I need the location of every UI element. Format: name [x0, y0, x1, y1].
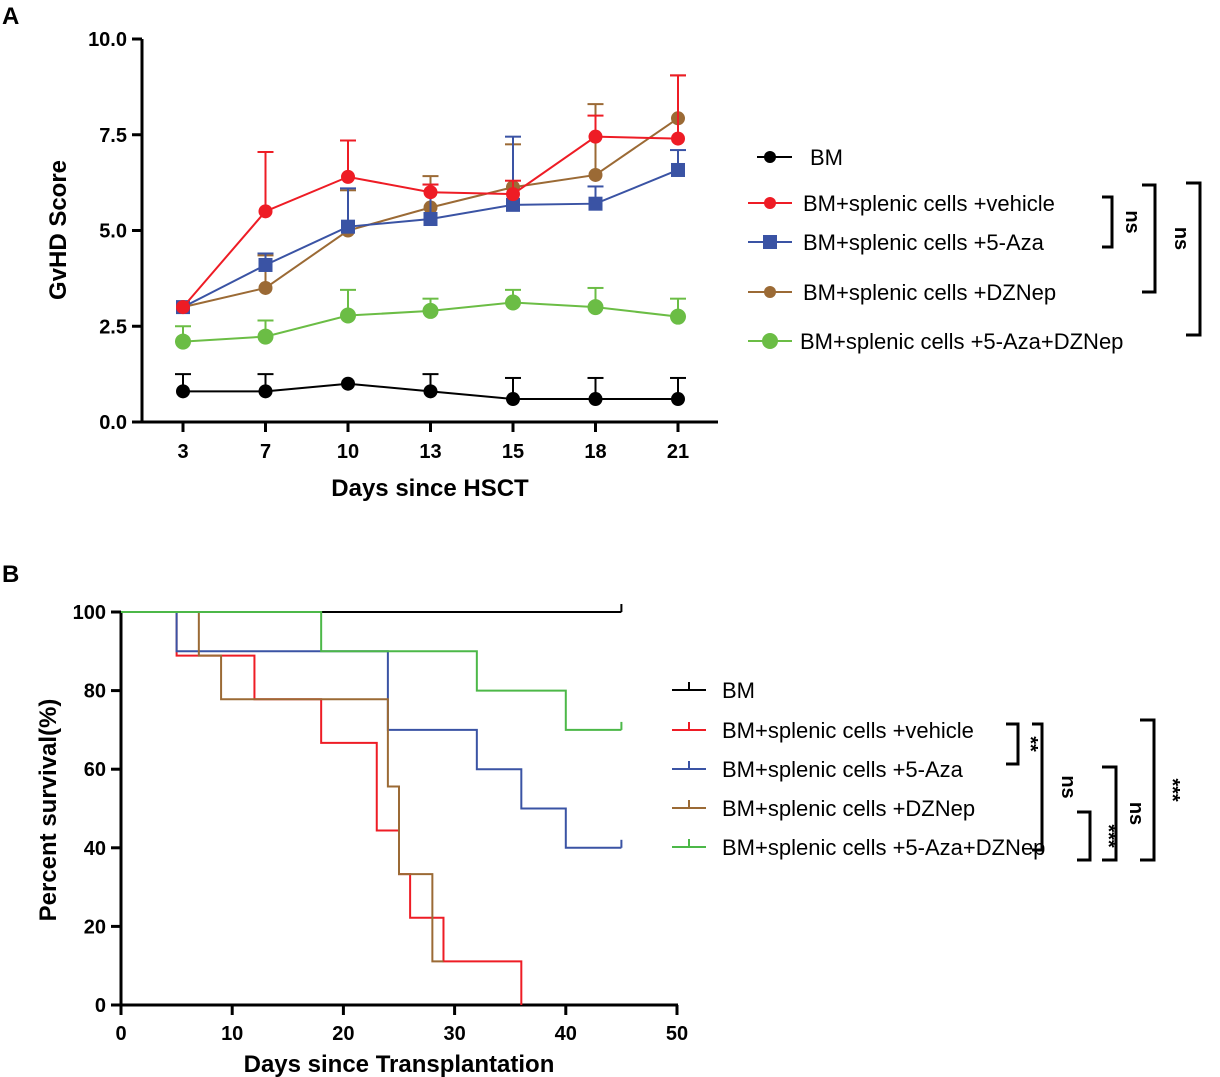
data-point [340, 307, 356, 324]
y-axis-label: GvHD Score [45, 160, 72, 300]
significance-bracket [1032, 722, 1044, 852]
significance-bracket [1077, 810, 1092, 862]
data-point [671, 392, 685, 407]
significance-label: ns [1121, 210, 1143, 233]
x-tick-label: 40 [555, 1023, 577, 1045]
y-tick-label: 0 [95, 995, 106, 1017]
data-point [506, 392, 520, 407]
data-point [506, 197, 520, 212]
x-tick-label: 13 [419, 441, 441, 463]
survival-curve [121, 611, 523, 1005]
data-point [588, 129, 603, 144]
significance-bracket [1006, 722, 1020, 766]
y-tick-label: 5.0 [99, 221, 127, 243]
legend-marker [764, 197, 776, 209]
legend-label: BM [810, 145, 843, 170]
significance-label: *** [1097, 824, 1119, 848]
y-tick-label: 2.5 [99, 316, 127, 338]
significance-label: ** [1019, 736, 1041, 752]
data-point [587, 299, 604, 316]
y-tick-label: 60 [84, 759, 106, 781]
data-point [176, 300, 190, 315]
legend-label: BM+splenic cells +5-Aza [722, 757, 964, 782]
data-point [423, 384, 438, 399]
panel-label-a: A [2, 3, 19, 30]
data-point [175, 333, 191, 350]
y-tick-label: 10.0 [88, 29, 127, 51]
significance-bracket [1102, 195, 1114, 249]
significance-bracket [1140, 718, 1156, 862]
x-tick-label: 18 [584, 441, 606, 463]
gvhd-score-chart: 0.0 2.5 5.0 7.5 10.0 3 7 10 13 15 18 21 Days since H… [45, 29, 1220, 502]
x-axis-label: Days since HSCT [331, 475, 529, 502]
legend-marker [762, 333, 778, 349]
survival-curve [121, 611, 622, 849]
data-point [258, 384, 273, 399]
data-point [588, 167, 603, 182]
x-tick-label: 7 [260, 441, 271, 463]
legend-label: BM+splenic cells +DZNep [722, 796, 975, 821]
x-tick-label: 30 [443, 1023, 465, 1045]
legend-label: BM+splenic cells +vehicle [803, 191, 1055, 216]
x-tick-label: 0 [115, 1023, 126, 1045]
legend-label: BM+splenic cells +5-Aza+DZNep [800, 329, 1123, 354]
significance-label: ns [1170, 227, 1192, 250]
survival-curve [121, 611, 444, 963]
significance-bracket [1186, 181, 1202, 337]
data-point [422, 302, 439, 319]
survival-curve [121, 611, 622, 731]
significance-label: ns [1057, 775, 1079, 798]
legend-marker [764, 151, 776, 163]
y-tick-label: 80 [84, 681, 106, 703]
legend-label: BM+splenic cells +5-Aza [803, 230, 1045, 255]
legend-marker [764, 286, 776, 298]
legend-label: BM+splenic cells +DZNep [803, 280, 1056, 305]
y-tick-label: 0.0 [99, 412, 127, 434]
data-point [588, 392, 603, 407]
data-point [423, 212, 438, 227]
x-tick-label: 15 [502, 441, 524, 463]
survival-chart: 0 20 40 60 80 100 0 10 20 30 40 50 Days since Transp… [35, 602, 1183, 1077]
legend-marker [763, 235, 777, 249]
x-tick-label: 20 [332, 1023, 354, 1045]
significance-label: ns [1125, 802, 1147, 825]
data-point [258, 204, 273, 219]
data-point [506, 187, 520, 202]
data-point [341, 376, 355, 391]
data-point [505, 294, 521, 311]
legend-label: BM [722, 678, 755, 703]
y-tick-label: 40 [84, 838, 106, 860]
x-tick-label: 50 [666, 1023, 688, 1045]
x-tick-label: 10 [337, 441, 359, 463]
data-point [176, 384, 190, 399]
data-point [423, 185, 438, 200]
data-point [258, 257, 273, 272]
y-axis-label: Percent survival(%) [35, 699, 62, 922]
data-point [341, 219, 355, 234]
axes [140, 39, 718, 424]
legend-label: BM+splenic cells +5-Aza+DZNep [722, 835, 1045, 860]
x-tick-label: 3 [177, 441, 188, 463]
data-point [257, 328, 274, 345]
x-axis-label: Days since Transplantation [244, 1051, 555, 1077]
data-point [341, 169, 355, 184]
x-tick-label: 10 [221, 1023, 243, 1045]
significance-bracket [1142, 183, 1157, 294]
significance-label: *** [1161, 778, 1183, 802]
data-point [258, 280, 273, 295]
data-point [671, 162, 685, 177]
data-point [588, 196, 603, 211]
data-point [671, 131, 685, 146]
significance-label: ** [1212, 251, 1220, 267]
panel-label-b: B [2, 561, 19, 588]
data-point [670, 308, 686, 325]
y-tick-label: 7.5 [99, 125, 127, 147]
x-tick-label: 21 [667, 441, 689, 463]
significance-bracket [1102, 765, 1118, 862]
legend-label: BM+splenic cells +vehicle [722, 718, 974, 743]
y-tick-label: 20 [84, 916, 106, 938]
y-tick-label: 100 [73, 602, 106, 624]
